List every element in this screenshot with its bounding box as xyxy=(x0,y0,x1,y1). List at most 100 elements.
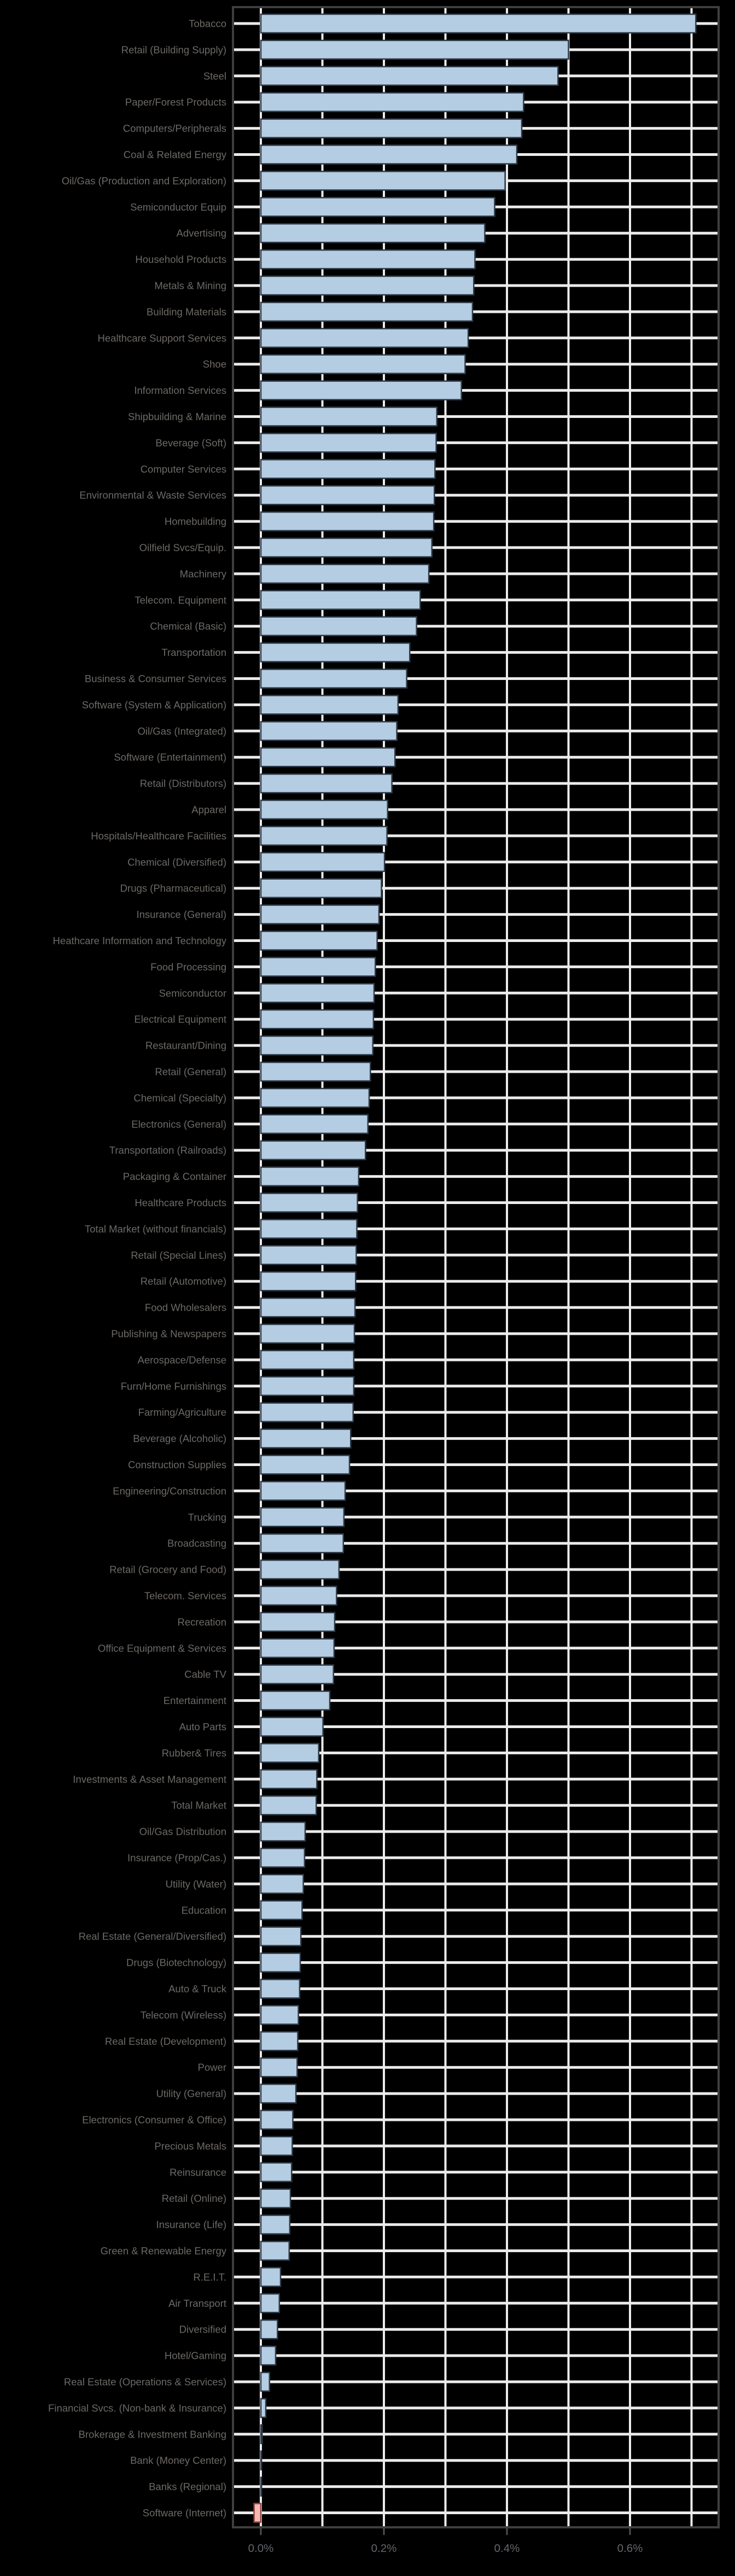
bar xyxy=(260,1717,324,1737)
category-label: Chemical (Diversified) xyxy=(127,856,226,868)
category-label: Beverage (Soft) xyxy=(155,437,226,449)
bar xyxy=(260,1612,336,1632)
bar xyxy=(260,1743,319,1763)
bar xyxy=(260,459,436,479)
category-label: Shipbuilding & Marine xyxy=(128,411,226,422)
bar xyxy=(260,354,466,374)
bar xyxy=(260,1297,356,1318)
category-label: Advertising xyxy=(176,228,226,239)
bar xyxy=(260,721,398,741)
category-label: Environmental & Waste Services xyxy=(79,490,226,501)
category-label: Computers/Peripherals xyxy=(123,123,226,134)
category-label: Tobacco xyxy=(189,18,226,30)
bar xyxy=(260,799,388,820)
x-tick-label: 0.4% xyxy=(494,2542,520,2555)
category-label: Shoe xyxy=(203,358,226,370)
category-label: Reinsurance xyxy=(170,2166,226,2178)
category-label: Restaurant/Dining xyxy=(145,1040,226,1051)
bar xyxy=(260,301,474,322)
category-label: Drugs (Pharmaceutical) xyxy=(120,882,226,894)
bar xyxy=(260,1979,301,1999)
category-label: Healthcare Products xyxy=(135,1197,226,1208)
bar xyxy=(260,1428,352,1449)
bar xyxy=(260,852,386,873)
category-label: R.E.I.T. xyxy=(193,2271,226,2283)
bar xyxy=(260,1926,302,1946)
category-label: Auto & Truck xyxy=(168,1983,227,1994)
category-label: Food Processing xyxy=(150,961,226,973)
category-label: Education xyxy=(182,1904,226,1916)
bar xyxy=(260,668,407,689)
bar xyxy=(260,1323,355,1344)
category-label: Coal & Related Energy xyxy=(124,149,227,160)
category-label: Green & Renewable Energy xyxy=(101,2245,227,2257)
bar xyxy=(260,328,469,348)
bar xyxy=(260,144,518,165)
category-label: Chemical (Basic) xyxy=(150,620,226,632)
category-label: Machinery xyxy=(180,568,227,579)
bar xyxy=(260,1821,306,1842)
category-label: Chemical (Specialty) xyxy=(133,1092,226,1103)
category-label: Utility (Water) xyxy=(166,1878,226,1889)
bar xyxy=(260,537,433,558)
bar xyxy=(260,1874,304,1894)
category-label: Retail (Online) xyxy=(162,2193,226,2204)
bar xyxy=(260,773,393,794)
bar xyxy=(260,1664,334,1684)
bar xyxy=(260,1847,306,1868)
category-label: Packaging & Container xyxy=(123,1171,226,1182)
category-label: Banks (Regional) xyxy=(149,2481,226,2492)
category-label: Electronics (General) xyxy=(131,1118,226,1130)
bar xyxy=(260,13,697,34)
category-label: Beverage (Alcoholic) xyxy=(133,1433,226,1444)
category-label: Bank (Money Center) xyxy=(130,2455,226,2466)
bar xyxy=(260,1455,351,1475)
bar xyxy=(260,249,476,270)
category-label: Furn/Home Furnishings xyxy=(121,1380,226,1392)
bar xyxy=(260,1638,335,1659)
category-label: Insurance (Life) xyxy=(156,2219,226,2230)
category-label: Power xyxy=(198,2062,226,2073)
bar xyxy=(260,171,506,191)
category-label: Broadcasting xyxy=(167,1538,226,1549)
bar xyxy=(260,223,486,243)
bar xyxy=(260,197,495,217)
bar xyxy=(260,695,399,715)
category-label: Cable TV xyxy=(184,1668,226,1680)
bar xyxy=(260,2319,278,2340)
category-label: Metals & Mining xyxy=(154,280,226,292)
category-label: Telecom (Wireless) xyxy=(141,2009,226,2021)
category-label: Engineering/Construction xyxy=(113,1485,226,1497)
bar xyxy=(260,1271,357,1292)
category-label: Business & Consumer Services xyxy=(85,673,226,684)
category-label: Total Market xyxy=(171,1800,226,1811)
category-label: Software (Entertainment) xyxy=(114,752,226,763)
category-label: Retail (Automotive) xyxy=(141,1276,226,1287)
bar xyxy=(260,1402,354,1422)
bar xyxy=(260,747,396,767)
category-label: Financial Svcs. (Non-bank & Insurance) xyxy=(48,2402,226,2414)
category-label: Investments & Asset Management xyxy=(73,1773,226,1785)
bar xyxy=(260,2371,270,2392)
bar xyxy=(260,1769,318,1789)
bar xyxy=(260,2005,299,2025)
bar xyxy=(260,2031,299,2051)
bar xyxy=(260,2057,298,2078)
bar xyxy=(260,118,523,138)
category-label: Farming/Agriculture xyxy=(138,1406,226,1418)
category-label: Hospitals/Healthcare Facilities xyxy=(91,830,226,841)
category-label: Electronics (Consumer & Office) xyxy=(82,2114,226,2126)
category-label: Real Estate (Development) xyxy=(105,2036,226,2047)
bar xyxy=(260,590,421,610)
category-label: Retail (Distributors) xyxy=(140,778,226,789)
category-label: Retail (Building Supply) xyxy=(121,44,226,55)
bar xyxy=(260,642,411,662)
category-label: Office Equipment & Services xyxy=(98,1642,226,1654)
bar xyxy=(260,904,380,924)
x-tick-label: 0.0% xyxy=(248,2542,274,2555)
category-label: Utility (General) xyxy=(156,2088,227,2100)
category-label: Semiconductor xyxy=(159,987,226,999)
category-label: Apparel xyxy=(191,804,226,816)
bar xyxy=(260,563,430,584)
